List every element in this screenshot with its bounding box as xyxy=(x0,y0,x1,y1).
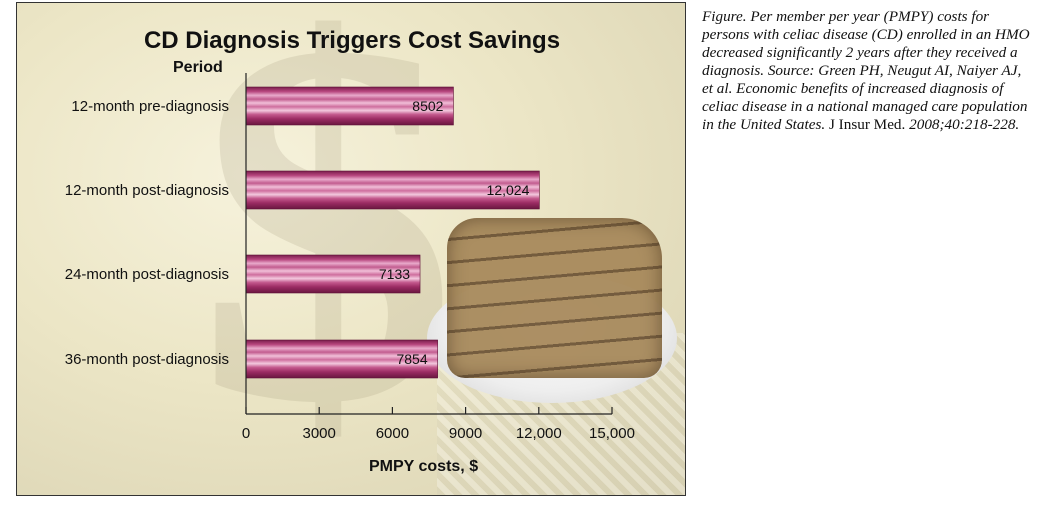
bar-0 xyxy=(245,86,454,126)
x-tick-label-0: 0 xyxy=(242,425,250,442)
figure-caption: Figure. Per member per year (PMPY) costs… xyxy=(702,8,1032,134)
bar-value-label-1: 12,024 xyxy=(487,182,530,198)
x-tick-label-3: 9000 xyxy=(449,425,482,442)
bar-3 xyxy=(245,339,438,379)
x-tick-label-2: 6000 xyxy=(376,425,409,442)
category-label-2: 24-month post-diagnosis xyxy=(65,266,229,283)
x-tick-label-5: 15,000 xyxy=(589,425,635,442)
x-axis-title: PMPY costs, $ xyxy=(369,458,479,475)
caption-text: Figure. Per member per year (PMPY) costs… xyxy=(702,8,1030,133)
bar-2 xyxy=(245,254,421,294)
caption-citation: 2008;40:218-228. xyxy=(905,116,1020,133)
y-axis-title: Period xyxy=(173,59,223,76)
x-tick-label-4: 12,000 xyxy=(516,425,562,442)
chart-title: CD Diagnosis Triggers Cost Savings xyxy=(143,27,561,54)
bar-value-label-0: 8502 xyxy=(412,98,443,114)
category-label-1: 12-month post-diagnosis xyxy=(65,182,229,199)
caption-journal: J Insur Med. xyxy=(825,116,906,133)
bar-value-label-2: 7133 xyxy=(379,266,410,282)
bar-chart: 8502 12,024 7133 7854 12-month pre-diagnosi… xyxy=(65,73,635,442)
x-tick-label-1: 3000 xyxy=(303,425,336,442)
category-label-3: 36-month post-diagnosis xyxy=(65,351,229,368)
category-label-0: 12-month pre-diagnosis xyxy=(71,98,229,115)
chart-panel: $ 8502 12,024 7133 7854 12-month pre-diagno… xyxy=(16,2,686,496)
bar-1 xyxy=(245,170,540,210)
bar-value-label-3: 7854 xyxy=(396,351,427,367)
